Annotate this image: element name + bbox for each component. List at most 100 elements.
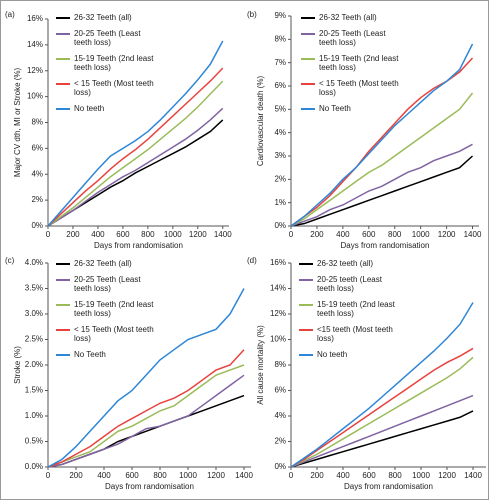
legend-swatch — [56, 263, 70, 265]
legend-item: 26-32 Teeth (all) — [301, 13, 403, 23]
x-tick-label: 400 — [97, 471, 111, 480]
legend: 26-32 Teeth (all) 20-25 Teeth (Least teet… — [56, 259, 158, 365]
y-tick-label: 8% — [31, 118, 43, 127]
x-tick-label: 1400 — [235, 471, 253, 480]
y-tick-label: 10% — [270, 335, 286, 344]
y-tick-label: 8% — [274, 360, 286, 369]
legend-label: No Teeth — [74, 349, 106, 359]
legend-label: No teeth — [317, 349, 348, 359]
y-tick-label: 1.5% — [25, 386, 43, 395]
y-tick-label: 3.0% — [25, 309, 43, 318]
x-tick-label: 800 — [388, 230, 402, 239]
x-tick-label: 1200 — [189, 230, 207, 239]
y-tick-label: 4% — [274, 128, 286, 137]
legend: 26-32 Teeth (all) 20-25 Teeth (Least teet… — [56, 13, 158, 119]
x-tick-label: 400 — [91, 230, 105, 239]
legend-item: 26-32 Teeth (all) — [56, 13, 158, 23]
y-tick-label: 14% — [27, 40, 43, 49]
series-line — [290, 155, 474, 227]
y-axis-label: Stroke (%) — [13, 346, 22, 384]
x-tick-label: 200 — [66, 230, 80, 239]
x-axis-label: Days from randomisation — [94, 241, 183, 250]
x-axis-label: Days from randomisation — [341, 241, 430, 250]
legend-item: 20-25 Teeth (Least teeth loss) — [56, 275, 158, 294]
x-axis-label: Days from randomisation — [105, 482, 194, 491]
series-line — [290, 394, 474, 468]
y-tick-label: 0% — [274, 221, 286, 230]
x-tick-label: 800 — [388, 471, 402, 480]
y-tick-label: 4.0% — [25, 258, 43, 267]
series-line — [47, 364, 245, 468]
legend-label: 20-25 Teeth (Least teeth loss) — [74, 28, 141, 48]
legend-label: No Teeth — [319, 103, 351, 113]
x-tick-label: 200 — [69, 471, 83, 480]
x-tick-label: 1200 — [207, 471, 225, 480]
series-line — [290, 143, 473, 227]
x-tick-label: 400 — [336, 471, 350, 480]
x-tick-label: 1400 — [464, 471, 482, 480]
legend-swatch — [56, 32, 70, 35]
y-tick-label: 2.5% — [25, 335, 43, 344]
series-line — [290, 356, 474, 468]
y-tick-label: 2% — [31, 195, 43, 204]
legend-item: 26-32 Teeth (all) — [56, 259, 158, 269]
legend-swatch — [299, 328, 313, 331]
legend-label: 20-25 Teeth (Least teeth loss) — [74, 274, 141, 294]
legend-item: 20-25 Teeth (Least teeth loss) — [56, 29, 158, 48]
legend-swatch — [56, 82, 70, 85]
x-tick-label: 600 — [125, 471, 139, 480]
y-tick-label: 9% — [274, 11, 286, 20]
legend-label: 26-32 Teeth (all) — [74, 13, 132, 22]
y-tick-label: 2% — [274, 174, 286, 183]
y-tick-label: 14% — [270, 284, 286, 293]
legend-swatch — [301, 107, 315, 110]
legend-swatch — [56, 328, 70, 331]
legend-item: No teeth — [299, 350, 401, 360]
legend-swatch — [301, 17, 315, 19]
legend-label: 15-19 Teeth (2nd least teeth loss) — [74, 299, 154, 319]
x-tick-label: 600 — [362, 230, 376, 239]
series-line — [290, 347, 474, 468]
legend: 26-32 teeth (all) 20-25 teeth (Least teet… — [299, 259, 401, 365]
legend-item: 20-25 teeth (Least teeth loss) — [299, 275, 401, 294]
series-line — [290, 302, 474, 468]
legend-label: 15-19 Teeth (2nd least teeth loss) — [74, 53, 154, 73]
legend-label: 26-32 Teeth (all) — [74, 259, 132, 268]
legend-label: < 15 Teeth (Most teeth loss) — [74, 78, 154, 98]
x-tick-label: 1000 — [412, 471, 430, 480]
legend-item: 26-32 teeth (all) — [299, 259, 401, 269]
y-tick-label: 1.0% — [25, 411, 43, 420]
series-line — [290, 410, 474, 468]
legend-swatch — [56, 353, 70, 356]
y-tick-label: 7% — [274, 58, 286, 67]
series-line — [47, 349, 245, 468]
y-tick-label: 0% — [31, 221, 43, 230]
y-tick-label: 16% — [27, 14, 43, 23]
legend-label: <15 teeth (Most teeth loss) — [317, 324, 393, 344]
series-line — [47, 374, 245, 468]
legend-item: No Teeth — [301, 104, 403, 114]
x-tick-label: 200 — [310, 230, 324, 239]
legend-label: 20-25 Teeth (Least teeth loss) — [319, 28, 386, 48]
x-tick-label: 1400 — [464, 230, 482, 239]
panel-label: (d) — [247, 256, 257, 265]
x-tick-label: 0 — [46, 230, 51, 239]
legend-item: 15-19 Teeth (2nd least teeth loss) — [56, 300, 158, 319]
x-tick-label: 1200 — [438, 230, 456, 239]
legend-item: 15-19 Teeth (2nd least teeth loss) — [301, 54, 403, 73]
x-tick-label: 1000 — [412, 230, 430, 239]
legend-swatch — [56, 278, 70, 281]
series-line — [47, 40, 224, 227]
x-tick-label: 1200 — [438, 471, 456, 480]
panel-label: (a) — [5, 10, 15, 19]
y-axis-label: Major CV dth, MI or Stroke (%) — [13, 67, 22, 177]
y-tick-label: 4% — [31, 169, 43, 178]
y-tick-label: 12% — [270, 309, 286, 318]
legend-label: 26-32 teeth (all) — [317, 259, 374, 268]
y-tick-label: 8% — [274, 34, 286, 43]
y-tick-label: 6% — [274, 81, 286, 90]
legend-item: < 15 Teeth (Most teeth loss) — [301, 79, 403, 98]
x-tick-label: 600 — [116, 230, 130, 239]
legend-label: No teeth — [74, 103, 105, 113]
